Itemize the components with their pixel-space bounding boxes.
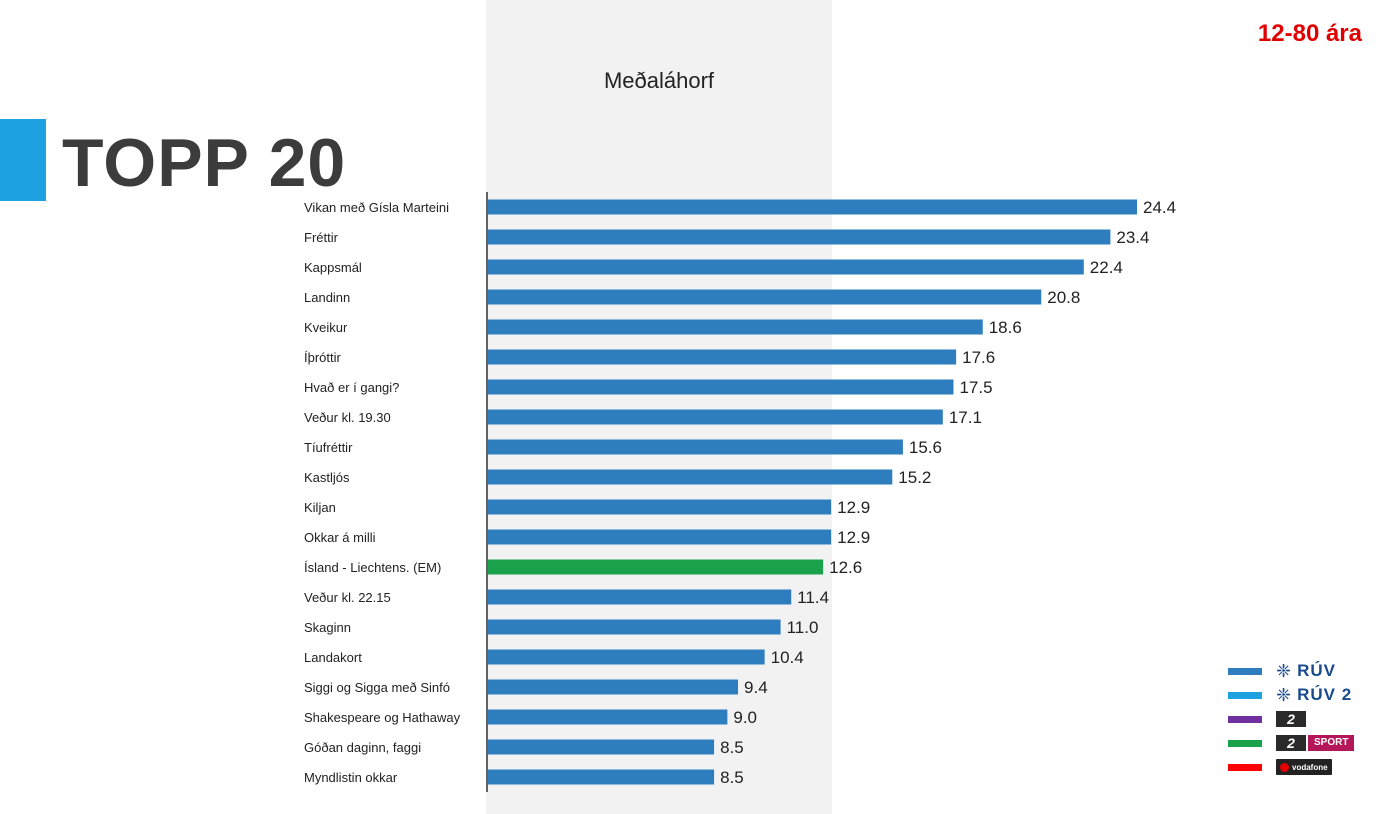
vodafone-logo: vodafone xyxy=(1276,757,1332,777)
legend-swatch xyxy=(1228,692,1262,699)
bar xyxy=(488,439,903,455)
bar xyxy=(488,529,832,545)
legend: ❈ RÚV ❈ RÚV 2 2 2 SPORT vodafone xyxy=(1228,660,1378,780)
category-label: Veður kl. 22.15 xyxy=(304,590,391,605)
category-label: Okkar á milli xyxy=(304,530,376,545)
column-background xyxy=(486,0,832,814)
legend-item-ruv: ❈ RÚV xyxy=(1228,660,1378,684)
data-label: 8.5 xyxy=(720,768,744,787)
sport-badge: SPORT xyxy=(1308,735,1355,751)
bar xyxy=(488,319,983,335)
ruv-logo: ❈ RÚV xyxy=(1276,661,1336,681)
category-label: Skaginn xyxy=(304,620,351,635)
data-label: 15.6 xyxy=(909,438,942,457)
category-label: Tíufréttir xyxy=(304,440,353,455)
data-label: 23.4 xyxy=(1116,228,1149,247)
category-label: Góðan daginn, faggi xyxy=(304,740,421,755)
age-range-label: 12-80 ára xyxy=(1257,20,1362,47)
data-label: 10.4 xyxy=(771,648,804,667)
ruv-logo-icon: ❈ xyxy=(1276,660,1292,681)
category-label: Kappsmál xyxy=(304,260,362,275)
category-label: Veður kl. 19.30 xyxy=(304,410,391,425)
data-label: 15.2 xyxy=(898,468,931,487)
category-label: Ísland - Liechtens. (EM) xyxy=(304,560,441,575)
bar xyxy=(488,649,765,665)
bar xyxy=(488,379,954,395)
data-label: 12.9 xyxy=(837,528,870,547)
category-label: Kastljós xyxy=(304,470,350,485)
stod2-logo-icon: 2 xyxy=(1276,711,1306,727)
title-accent-bar xyxy=(0,119,46,201)
vodafone-logo-icon: vodafone xyxy=(1276,759,1332,775)
legend-item-ruv2: ❈ RÚV 2 xyxy=(1228,684,1378,708)
category-label: Fréttir xyxy=(304,230,339,245)
data-label: 11.4 xyxy=(797,588,829,607)
bar xyxy=(488,199,1137,215)
stod2-sport-logo: 2 SPORT xyxy=(1276,733,1355,753)
bar xyxy=(488,559,824,575)
bar xyxy=(488,499,832,515)
category-label: Siggi og Sigga með Sinfó xyxy=(304,680,450,695)
bar xyxy=(488,679,739,695)
data-label: 12.6 xyxy=(829,558,862,577)
data-label: 9.0 xyxy=(733,708,757,727)
legend-swatch xyxy=(1228,740,1262,747)
stod2-logo-icon: 2 xyxy=(1276,735,1306,751)
data-label: 8.5 xyxy=(720,738,744,757)
bar xyxy=(488,589,792,605)
data-label: 12.9 xyxy=(837,498,870,517)
bar xyxy=(488,709,728,725)
ruv2-logo: ❈ RÚV 2 xyxy=(1276,685,1352,705)
legend-swatch xyxy=(1228,668,1262,675)
category-label: Myndlistin okkar xyxy=(304,770,398,785)
data-label: 9.4 xyxy=(744,678,768,697)
category-label: Landinn xyxy=(304,290,350,305)
legend-label: RÚV 2 xyxy=(1297,685,1353,704)
bar xyxy=(488,739,715,755)
ruv-logo-icon: ❈ xyxy=(1276,684,1292,705)
data-label: 17.1 xyxy=(949,408,982,427)
bar xyxy=(488,769,715,785)
bar xyxy=(488,409,943,425)
data-label: 18.6 xyxy=(989,318,1022,337)
category-label: Shakespeare og Hathaway xyxy=(304,710,461,725)
bar xyxy=(488,349,957,365)
data-label: 17.5 xyxy=(959,378,992,397)
column-title: Meðaláhorf xyxy=(603,68,715,93)
bar xyxy=(488,619,781,635)
data-label: 20.8 xyxy=(1047,288,1080,307)
stod2-logo: 2 xyxy=(1276,709,1306,729)
bar xyxy=(488,259,1084,275)
data-label: 11.0 xyxy=(787,618,819,637)
category-label: Hvað er í gangi? xyxy=(304,380,399,395)
legend-swatch xyxy=(1228,716,1262,723)
category-label: Vikan með Gísla Marteini xyxy=(304,200,449,215)
data-label: 24.4 xyxy=(1143,198,1176,217)
bar xyxy=(488,469,893,485)
legend-label: RÚV xyxy=(1297,661,1336,680)
bar xyxy=(488,289,1042,305)
data-label: 17.6 xyxy=(962,348,995,367)
legend-item-stod2: 2 xyxy=(1228,708,1378,732)
category-label: Kiljan xyxy=(304,500,336,515)
legend-label: vodafone xyxy=(1292,762,1328,772)
legend-item-stod2-sport: 2 SPORT xyxy=(1228,732,1378,756)
category-label: Íþróttir xyxy=(304,350,342,365)
bar xyxy=(488,229,1111,245)
legend-swatch xyxy=(1228,764,1262,771)
category-label: Kveikur xyxy=(304,320,348,335)
page-title: TOPP 20 xyxy=(62,125,347,201)
data-label: 22.4 xyxy=(1090,258,1123,277)
legend-item-vodafone: vodafone xyxy=(1228,756,1378,780)
category-label: Landakort xyxy=(304,650,362,665)
